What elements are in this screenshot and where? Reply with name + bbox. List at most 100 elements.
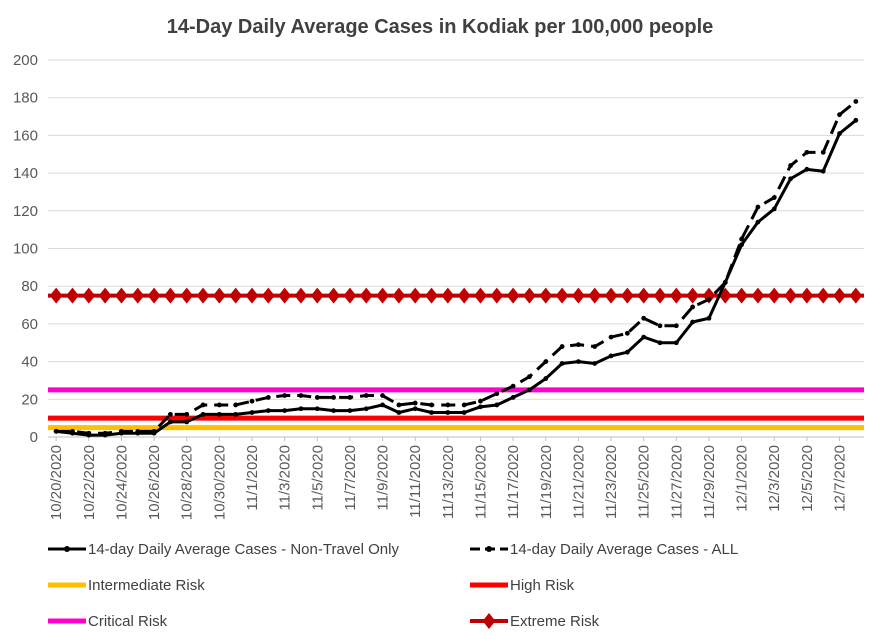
data-point-all (363, 393, 369, 398)
y-axis: 0 20 40 60 80 100 120 140 160 180 200 (13, 52, 38, 446)
x-tick-label: 11/25/2020 (636, 445, 653, 519)
threshold-lines (48, 287, 864, 431)
extreme-risk-marker (686, 287, 700, 304)
data-point-non-travel (282, 408, 288, 414)
extreme-risk-marker (376, 287, 389, 304)
data-point-non-travel (673, 340, 679, 346)
data-point-non-travel (559, 361, 565, 366)
data-point-non-travel (347, 408, 353, 414)
data-point-all (445, 402, 451, 408)
series-line-14-day-daily-average-cases-non-travel-only (55, 119, 857, 437)
extreme-risk-marker (620, 287, 634, 304)
legend-item-critical-risk: Critical Risk (48, 613, 168, 630)
data-point-all (396, 402, 402, 408)
x-tick-label: 12/1/2020 (734, 445, 751, 512)
data-point-all (527, 374, 532, 380)
data-point-non-travel (527, 387, 532, 393)
extreme-risk-marker (604, 287, 618, 304)
legend-label: Intermediate Risk (88, 577, 205, 594)
extreme-risk-marker (327, 287, 340, 304)
data-point-all (429, 402, 434, 408)
data-series (53, 99, 859, 438)
legend-item-high-risk: High Risk (470, 577, 575, 594)
data-point-all (168, 411, 173, 417)
legend-item-intermediate-risk: Intermediate Risk (48, 577, 205, 594)
extreme-risk-marker (82, 287, 96, 304)
legend-marker (486, 546, 492, 552)
x-tick-label: 11/11/2020 (407, 445, 424, 518)
data-point-all (119, 428, 124, 434)
gridlines (48, 59, 864, 438)
y-tick-label: 20 (21, 391, 38, 408)
data-point-non-travel (820, 168, 826, 174)
data-point-non-travel (233, 411, 239, 417)
extreme-risk-marker (180, 287, 194, 304)
data-point-all (624, 330, 630, 336)
data-point-all (804, 149, 810, 155)
data-point-all (314, 395, 320, 400)
extreme-risk-marker (588, 287, 602, 304)
legend-item-14-day-daily-average-cases-non-travel-only: 14-day Daily Average Cases - Non-Travel … (48, 541, 399, 558)
legend: 14-day Daily Average Cases - Non-Travel … (48, 541, 738, 630)
data-point-non-travel (690, 319, 696, 325)
data-point-all (265, 395, 271, 400)
extreme-risk-marker (49, 287, 63, 304)
data-point-all (755, 204, 761, 210)
y-tick-label: 120 (13, 203, 38, 220)
data-point-non-travel (608, 353, 614, 359)
x-tick-label: 11/9/2020 (375, 445, 392, 511)
extreme-risk-marker (294, 287, 308, 304)
legend-label: 14-day Daily Average Cases - Non-Travel … (88, 541, 399, 558)
x-tick-label: 10/24/2020 (113, 445, 130, 520)
data-point-non-travel (837, 131, 842, 136)
x-tick-label: 11/7/2020 (342, 445, 359, 511)
x-tick-label: 10/20/2020 (48, 445, 65, 520)
data-point-non-travel (461, 410, 467, 415)
data-point-all (298, 393, 304, 398)
x-tick-label: 11/13/2020 (440, 445, 457, 519)
extreme-risk-marker (441, 287, 455, 304)
extreme-risk-marker (359, 287, 373, 304)
data-point-non-travel (641, 334, 647, 340)
legend-label: High Risk (510, 577, 575, 594)
data-point-non-travel (298, 406, 304, 412)
data-point-all (510, 383, 516, 389)
data-point-non-travel (510, 395, 516, 400)
data-point-all (70, 428, 75, 434)
extreme-risk-marker (474, 287, 487, 304)
extreme-risk-marker (278, 287, 292, 304)
extreme-risk-marker (555, 287, 569, 304)
data-point-all (788, 163, 793, 168)
y-tick-label: 40 (21, 354, 38, 371)
x-tick-label: 11/21/2020 (570, 445, 587, 519)
data-point-non-travel (314, 406, 320, 412)
extreme-risk-marker (392, 287, 406, 304)
data-point-non-travel (429, 410, 434, 415)
data-point-non-travel (755, 219, 761, 225)
data-point-all (86, 430, 92, 436)
y-tick-label: 180 (13, 90, 38, 107)
extreme-risk-marker (767, 287, 781, 304)
data-point-all (592, 344, 598, 349)
legend-item-extreme-risk: Extreme Risk (470, 613, 600, 630)
extreme-risk-marker (751, 287, 765, 304)
series-line-14-day-daily-average-cases-all (56, 100, 857, 435)
data-point-non-travel (331, 408, 336, 414)
extreme-risk-marker (66, 287, 79, 304)
y-tick-label: 0 (30, 429, 38, 446)
data-point-all (608, 334, 614, 340)
legend-marker (64, 546, 70, 552)
data-point-non-travel (804, 166, 810, 172)
data-point-all (412, 400, 418, 406)
data-point-non-travel (168, 419, 173, 425)
data-point-non-travel (771, 206, 777, 212)
extreme-risk-marker (849, 287, 863, 304)
data-point-non-travel (380, 402, 385, 408)
extreme-risk-marker (245, 287, 259, 304)
data-point-all (184, 411, 190, 417)
extreme-risk-marker (131, 287, 145, 304)
extreme-risk-marker (669, 287, 683, 304)
extreme-risk-marker (229, 287, 243, 304)
extreme-risk-marker (653, 287, 667, 304)
data-point-all (53, 428, 59, 434)
